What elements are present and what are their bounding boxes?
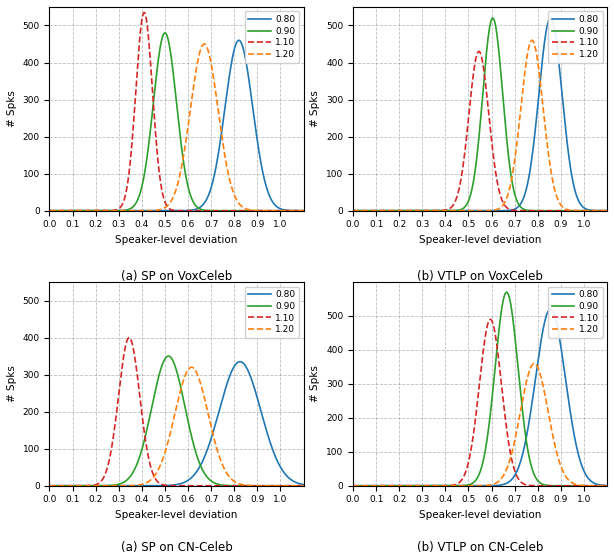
X-axis label: Speaker-level deviation: Speaker-level deviation (115, 510, 238, 520)
Text: (b) VTLP on CN-Celeb: (b) VTLP on CN-Celeb (417, 541, 543, 552)
Y-axis label: # Spks: # Spks (311, 91, 321, 128)
Legend: 0.80, 0.90, 1.10, 1.20: 0.80, 0.90, 1.10, 1.20 (548, 286, 602, 338)
X-axis label: Speaker-level deviation: Speaker-level deviation (419, 235, 541, 245)
Text: (a) SP on VoxCeleb: (a) SP on VoxCeleb (121, 270, 232, 283)
Text: (b) VTLP on VoxCeleb: (b) VTLP on VoxCeleb (417, 270, 543, 283)
Y-axis label: # Spks: # Spks (311, 365, 321, 402)
Legend: 0.80, 0.90, 1.10, 1.20: 0.80, 0.90, 1.10, 1.20 (244, 286, 299, 338)
Text: (a) SP on CN-Celeb: (a) SP on CN-Celeb (120, 541, 232, 552)
X-axis label: Speaker-level deviation: Speaker-level deviation (419, 510, 541, 520)
Legend: 0.80, 0.90, 1.10, 1.20: 0.80, 0.90, 1.10, 1.20 (244, 12, 299, 63)
Y-axis label: # Spks: # Spks (7, 365, 17, 402)
Legend: 0.80, 0.90, 1.10, 1.20: 0.80, 0.90, 1.10, 1.20 (548, 12, 602, 63)
X-axis label: Speaker-level deviation: Speaker-level deviation (115, 235, 238, 245)
Y-axis label: # Spks: # Spks (7, 91, 17, 128)
